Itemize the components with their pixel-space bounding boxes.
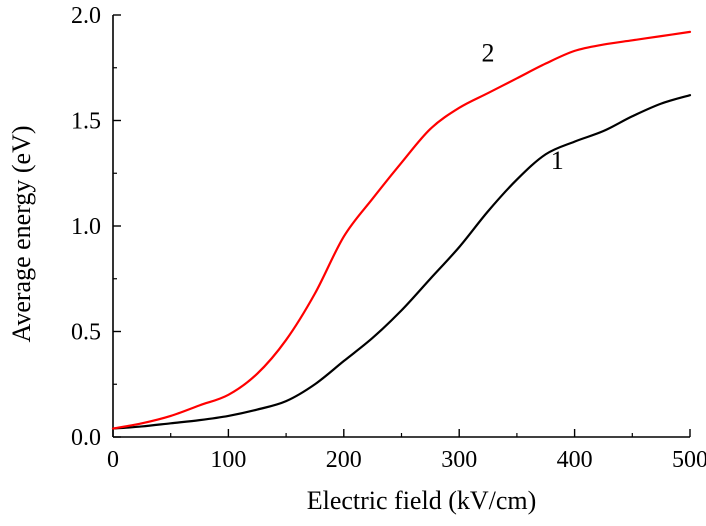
axes: 0 100 200 300 400 500 0.0 0.5 1.0 1.5 2.0: [71, 3, 706, 473]
y-tick-label: 2.0: [71, 3, 101, 29]
series-label-1: 1: [551, 146, 564, 175]
x-tick-label: 0: [107, 447, 119, 473]
series-line-2: [111, 30, 692, 430]
y-tick-label: 0.0: [71, 425, 101, 451]
y-tick-label: 1.5: [71, 109, 101, 135]
x-axis-label: Electric field (kV/cm): [307, 486, 537, 515]
series-layer: [111, 30, 692, 430]
series-label-2: 2: [482, 38, 495, 67]
x-tick-label: 200: [326, 447, 362, 473]
y-tick-label: 1.0: [71, 214, 101, 240]
x-tick-label: 100: [210, 447, 246, 473]
labels-layer: Electric field (kV/cm) Average energy (eV…: [7, 38, 564, 515]
x-tick-label: 400: [557, 447, 593, 473]
series-line-1: [111, 94, 692, 430]
y-tick-label: 0.5: [71, 320, 101, 346]
x-tick-label: 300: [441, 447, 477, 473]
x-tick-label: 500: [672, 447, 706, 473]
y-axis-label: Average energy (eV): [7, 125, 36, 342]
